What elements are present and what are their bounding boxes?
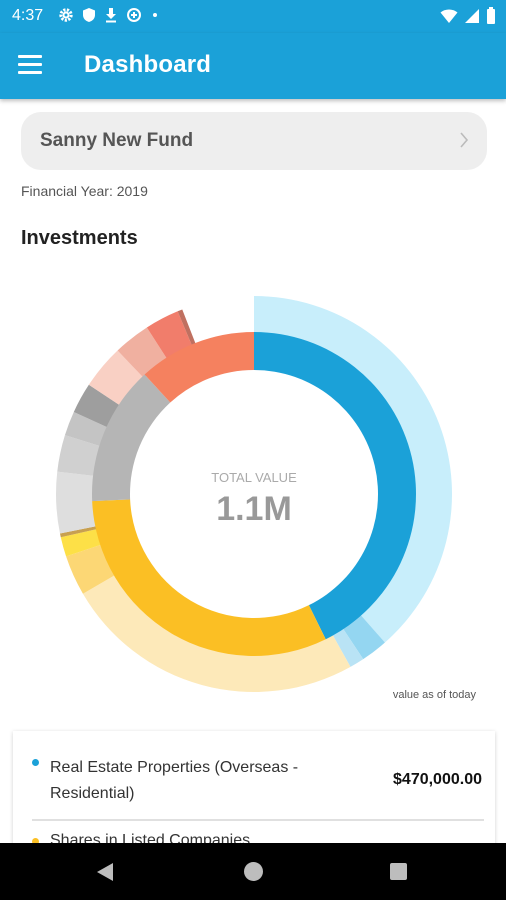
financial-year: Financial Year: 2019 [21,183,148,199]
outer-ring-slice [73,384,121,428]
data-saver-icon [127,8,141,22]
outer-ring-slice [342,614,385,660]
outer-ring-slice [82,574,351,693]
holding-label: Real Estate Properties (Overseas - Resid… [50,759,299,802]
inner-ring [91,332,417,656]
system-nav-bar [0,843,506,900]
inner-ring-slice [254,332,417,640]
inner-ring-slice [144,332,254,403]
outer-ring-slice [146,311,193,360]
wifi-icon [440,9,458,23]
fund-selector[interactable]: Sanny New Fund [21,112,487,170]
fund-name: Sanny New Fund [40,130,194,151]
value-as-of-note: value as of today [392,689,476,701]
series-color-dot [32,759,39,766]
outer-ring-slice [331,627,364,667]
battery-icon [487,7,495,24]
outer-ring-slice [59,525,98,538]
holding-amount: $470,000.00 [393,771,482,788]
shield-icon [83,8,95,22]
total-value: 1.1M [216,490,292,528]
status-bar: 4:37 [0,0,506,33]
back-icon[interactable] [95,861,115,883]
signal-icon [465,8,479,23]
total-value-label: TOTAL VALUE [211,470,297,485]
outer-ring-slice [55,471,98,534]
recents-icon[interactable] [390,863,407,880]
download-icon [106,8,116,23]
outer-ring-slice [66,544,116,594]
menu-icon[interactable] [18,55,42,75]
app-bar: Dashboard [0,33,506,99]
outer-ring-slice [117,327,168,379]
dot-icon [153,13,157,17]
status-time: 4:37 [12,7,44,24]
gear-icon [59,8,73,22]
section-title: Investments [21,227,138,249]
divider [32,819,484,821]
chevron-right-icon [460,132,469,148]
inner-ring-slice [92,499,326,656]
page-title: Dashboard [84,51,212,78]
outer-ring-slice [57,435,102,476]
investments-donut-chart: TOTAL VALUE 1.1M [55,296,453,693]
series-color-dot [32,838,39,845]
holdings-card: Real Estate Properties (Overseas - Resid… [13,731,495,851]
outer-ring-slice [60,528,103,557]
inner-ring-slice [91,374,171,502]
home-icon[interactable] [244,862,263,881]
outer-ring-slice [64,411,109,447]
outer-ring-slice [177,309,197,347]
